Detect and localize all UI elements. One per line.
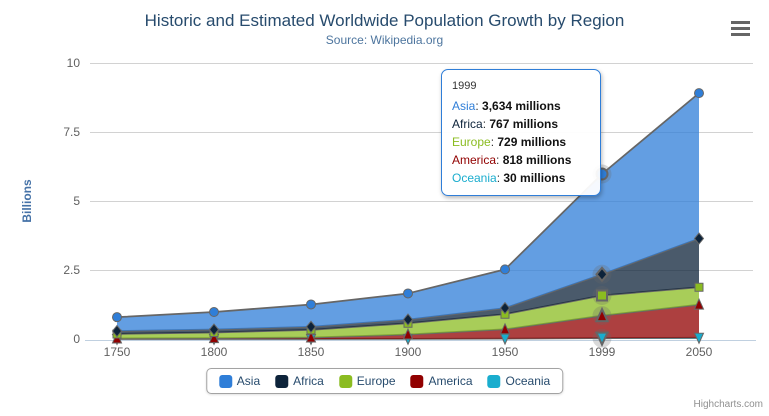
legend-swatch-icon [275,374,289,388]
point-oceania-2050[interactable] [693,332,705,345]
point-oceania-1999[interactable] [594,331,610,348]
legend: Asia Africa Europe America Oceania [205,368,564,394]
point-america-2050[interactable] [693,297,705,310]
legend-item-america[interactable]: America [410,374,473,388]
xaxis-label: 1850 [297,345,325,359]
legend-swatch-icon [338,374,352,388]
area-asia[interactable] [117,93,699,332]
point-asia-2050[interactable] [694,88,704,99]
legend-label: Europe [356,374,396,388]
point-africa-1800[interactable] [208,323,220,336]
legend-label: Oceania [505,374,551,388]
yaxis-label: 2.5 [63,263,80,277]
burger-bar-icon [731,27,750,30]
legend-item-africa[interactable]: Africa [275,374,324,388]
tooltip-header: 1999 [452,80,477,92]
area-africa[interactable] [117,238,699,334]
point-africa-1750[interactable] [111,324,123,338]
tooltip-row: Asia: 3,634 millions [452,99,561,113]
legend-label: Africa [293,374,324,388]
tooltip-row: Oceania: 30 millions [452,171,566,185]
xaxis-label: 1999 [588,345,616,359]
point-africa-1900[interactable] [402,313,414,326]
burger-bar-icon [731,33,750,36]
point-asia-1800[interactable] [209,307,219,318]
point-america-1850[interactable] [305,330,317,343]
xaxis-label: 1750 [103,345,131,359]
yaxis-label: 5 [73,194,80,208]
point-africa-1950[interactable] [499,301,511,315]
yaxis-label: 0 [73,332,80,346]
legend-item-oceania[interactable]: Oceania [487,374,551,388]
legend-swatch-icon [218,374,232,388]
legend-swatch-icon [410,374,424,388]
point-america-1800[interactable] [208,331,220,344]
point-europe-2050[interactable] [694,282,704,292]
legend-swatch-icon [487,374,501,388]
chart-title: Historic and Estimated Worldwide Populat… [144,11,625,30]
yaxis-label: 7.5 [63,125,80,139]
yaxis-label: 10 [66,56,80,70]
area-america[interactable] [117,304,699,339]
point-africa-1999[interactable] [595,266,609,283]
point-africa-1850[interactable] [305,320,317,334]
point-europe-1999[interactable] [596,289,608,302]
export-menu-button[interactable] [731,21,750,39]
point-asia-1850[interactable] [306,299,316,310]
point-america-1950[interactable] [499,322,511,335]
legend-label: Asia [236,374,261,388]
xaxis-label: 1800 [200,345,228,359]
legend-label: America [428,374,473,388]
xaxis-label: 1950 [491,345,519,359]
tooltip-row: America: 818 millions [452,153,572,167]
point-asia-1750[interactable] [112,312,122,323]
yaxis-title: Billions [20,179,34,223]
tooltip-row: Europe: 729 millions [452,135,567,149]
point-africa-2050[interactable] [693,232,705,245]
point-america-1999[interactable] [594,306,610,323]
point-america-1900[interactable] [402,327,414,340]
point-asia-1900[interactable] [403,288,413,299]
xaxis-label: 2050 [685,345,713,359]
tooltip-rows: Asia: 3,634 millions Africa: 767 millions… [452,97,590,187]
point-asia-1950[interactable] [500,264,510,275]
tooltip: 1999 Asia: 3,634 millions Africa: 767 mil… [441,69,601,196]
xaxis-label: 1900 [394,345,422,359]
legend-item-europe[interactable]: Europe [338,374,396,388]
highcharts-credits-link[interactable]: Highcharts.com [693,399,763,410]
burger-bar-icon [731,21,750,24]
legend-item-asia[interactable]: Asia [218,374,261,388]
chart-subtitle: Source: Wikipedia.org [325,33,444,47]
tooltip-row: Africa: 767 millions [452,117,559,131]
